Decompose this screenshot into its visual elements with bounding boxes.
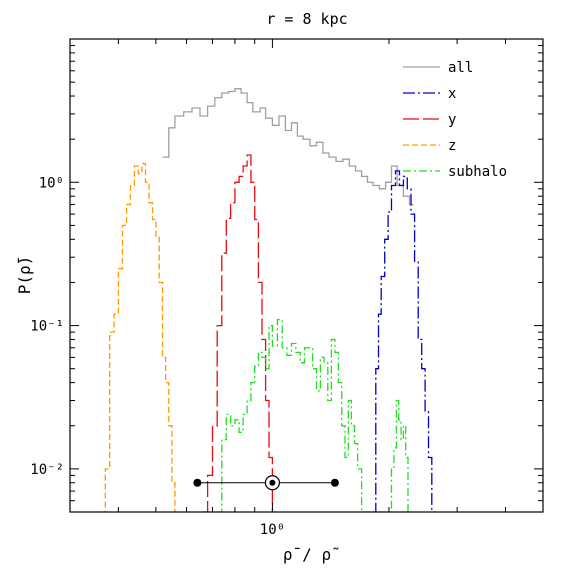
series-x [373,170,436,512]
legend-label-subhalo: subhalo [448,164,507,180]
y-axis-label: P(ρ̄) [15,256,34,295]
series-layer [100,88,436,512]
series-z [100,162,179,512]
legend-label-x: x [448,86,456,102]
errorbar-high-marker [330,478,339,487]
chart-title: r = 8 kpc [266,10,347,28]
y-tick-label: 10⁻² [30,462,64,478]
errorbar [193,475,339,491]
x-axis-label: ρ̄ / ρ̃ [283,545,339,564]
series-all [162,88,414,206]
errorbar-low-marker [193,478,202,487]
series-subhalo [217,318,412,512]
x-tick-label: 10⁰ [260,522,285,538]
legend-label-y: y [448,112,456,128]
legend: all xyz subhalo [403,60,507,180]
legend-label-z: z [448,138,456,154]
plot-frame [69,38,544,513]
series-y [202,154,277,512]
axis-ticks: 10⁰ 10⁻² 10⁻¹ 10⁰ [30,38,544,538]
errorbar-center-dot [269,479,276,486]
y-tick-label: 10⁻¹ [30,319,64,335]
legend-label-all: all [448,60,473,76]
y-tick-label: 10⁰ [39,175,64,191]
